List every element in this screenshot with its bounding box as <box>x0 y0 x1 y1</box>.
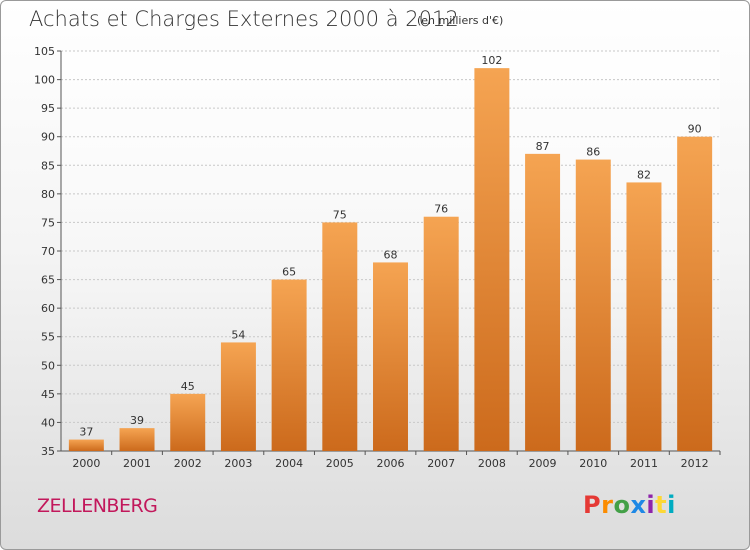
y-tick-label: 95 <box>41 102 55 115</box>
bar <box>677 136 713 451</box>
data-label: 102 <box>481 54 502 67</box>
y-tick-label: 90 <box>41 131 55 144</box>
bar <box>525 153 561 451</box>
data-label: 90 <box>688 123 702 136</box>
x-tick-label: 2000 <box>72 457 100 470</box>
y-tick-label: 35 <box>41 445 55 458</box>
bar <box>626 182 662 451</box>
y-tick-label: 60 <box>41 302 55 315</box>
y-tick-label: 40 <box>41 416 55 429</box>
bar <box>119 428 155 451</box>
bar <box>220 342 256 451</box>
data-label: 82 <box>637 168 651 181</box>
x-tick-label: 2006 <box>377 457 405 470</box>
data-label: 76 <box>434 203 448 216</box>
y-tick-label: 50 <box>41 359 55 372</box>
logo-letter-5: t <box>655 491 668 519</box>
data-label: 54 <box>231 328 245 341</box>
data-label: 45 <box>181 380 195 393</box>
chart-title: Achats et Charges Externes 2000 à 2012 <box>29 7 459 31</box>
x-tick-label: 2010 <box>579 457 607 470</box>
y-tick-label: 105 <box>34 45 55 58</box>
x-tick-label: 2002 <box>174 457 202 470</box>
bar <box>373 262 408 451</box>
y-tick-label: 85 <box>41 159 55 172</box>
x-tick-label: 2004 <box>275 457 303 470</box>
data-label: 37 <box>79 426 93 439</box>
bar <box>474 68 510 452</box>
logo-letter-4: i <box>646 491 656 519</box>
y-tick-label: 80 <box>41 188 55 201</box>
logo-letter-3: x <box>630 491 647 519</box>
data-label: 75 <box>333 208 347 221</box>
data-label: 68 <box>384 248 398 261</box>
data-label: 87 <box>536 140 550 153</box>
x-tick-label: 2008 <box>478 457 506 470</box>
x-tick-label: 2001 <box>123 457 151 470</box>
logo-letter-6: i <box>667 491 676 519</box>
data-label: 65 <box>282 266 296 279</box>
bar <box>271 279 307 451</box>
y-tick-label: 55 <box>41 331 55 344</box>
y-tick-label: 75 <box>41 216 55 229</box>
bar <box>170 393 206 451</box>
bar <box>322 222 358 451</box>
data-label: 86 <box>586 146 600 159</box>
y-tick-label: 65 <box>41 274 55 287</box>
chart-subtitle: (en milliers d'€) <box>417 14 504 27</box>
x-tick-label: 2003 <box>224 457 252 470</box>
logo-letter-0: P <box>583 491 602 519</box>
x-tick-label: 2007 <box>427 457 455 470</box>
y-tick-label: 100 <box>34 74 55 87</box>
y-tick-label: 45 <box>41 388 55 401</box>
y-tick-label: 70 <box>41 245 55 258</box>
commune-name: ZELLENBERG <box>37 495 158 517</box>
x-tick-label: 2012 <box>681 457 709 470</box>
x-tick-label: 2009 <box>529 457 557 470</box>
proxiti-logo[interactable]: Proxiti <box>583 491 676 519</box>
x-tick-label: 2005 <box>326 457 354 470</box>
x-tick-label: 2011 <box>630 457 658 470</box>
bar <box>575 159 611 452</box>
data-label: 39 <box>130 414 144 427</box>
logo-letter-2: o <box>613 491 631 519</box>
bar <box>423 216 459 451</box>
logo-letter-1: r <box>601 491 614 519</box>
bar <box>68 439 104 451</box>
